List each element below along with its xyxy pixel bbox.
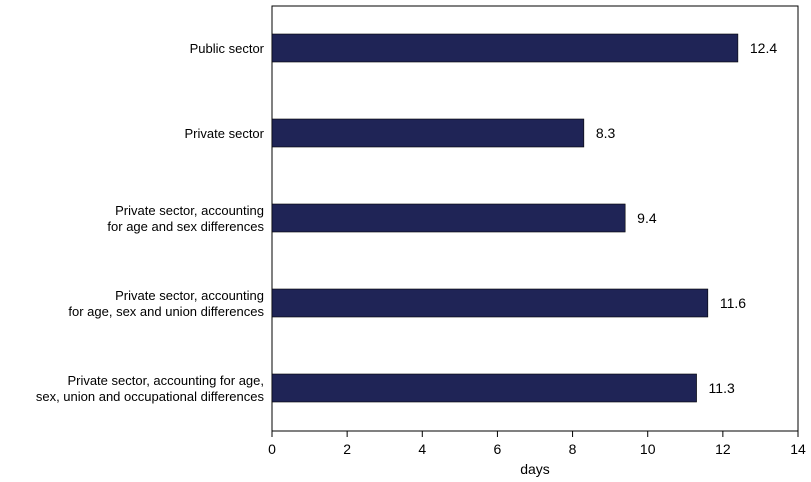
category-labels: Public sector Private sector Private secto… xyxy=(36,41,265,404)
bar-value-label: 9.4 xyxy=(637,210,657,226)
value-labels: 12.4 8.3 9.4 11.6 11.3 xyxy=(596,40,778,396)
x-tick-label: 12 xyxy=(715,441,731,457)
category-label: for age, sex and union differences xyxy=(68,304,264,319)
bar xyxy=(271,203,626,233)
bar xyxy=(271,33,739,63)
bar-value-label: 8.3 xyxy=(596,125,616,141)
category-label: Private sector, accounting for age, xyxy=(67,373,264,388)
x-tick-label: 10 xyxy=(640,441,656,457)
bar xyxy=(271,373,697,403)
x-tick-label: 14 xyxy=(790,441,806,457)
x-axis-title: days xyxy=(520,461,550,477)
category-label: Private sector xyxy=(185,126,265,141)
bar-value-label: 11.6 xyxy=(720,295,746,311)
category-label: Private sector, accounting xyxy=(115,288,264,303)
bar-value-label: 11.3 xyxy=(709,380,735,396)
x-tick-label: 6 xyxy=(494,441,502,457)
category-label: Public sector xyxy=(190,41,265,56)
category-label: for age and sex differences xyxy=(107,219,264,234)
bars xyxy=(271,33,739,403)
x-tick-label: 2 xyxy=(343,441,351,457)
x-tick-label: 0 xyxy=(268,441,276,457)
bar-value-label: 12.4 xyxy=(750,40,777,56)
x-tick-label: 4 xyxy=(418,441,426,457)
category-label: Private sector, accounting xyxy=(115,203,264,218)
bar xyxy=(271,118,585,148)
x-axis-ticks: 0 2 4 6 8 10 12 14 xyxy=(268,431,806,457)
category-label: sex, union and occupational differences xyxy=(36,389,265,404)
x-tick-label: 8 xyxy=(569,441,577,457)
bar xyxy=(271,288,709,318)
